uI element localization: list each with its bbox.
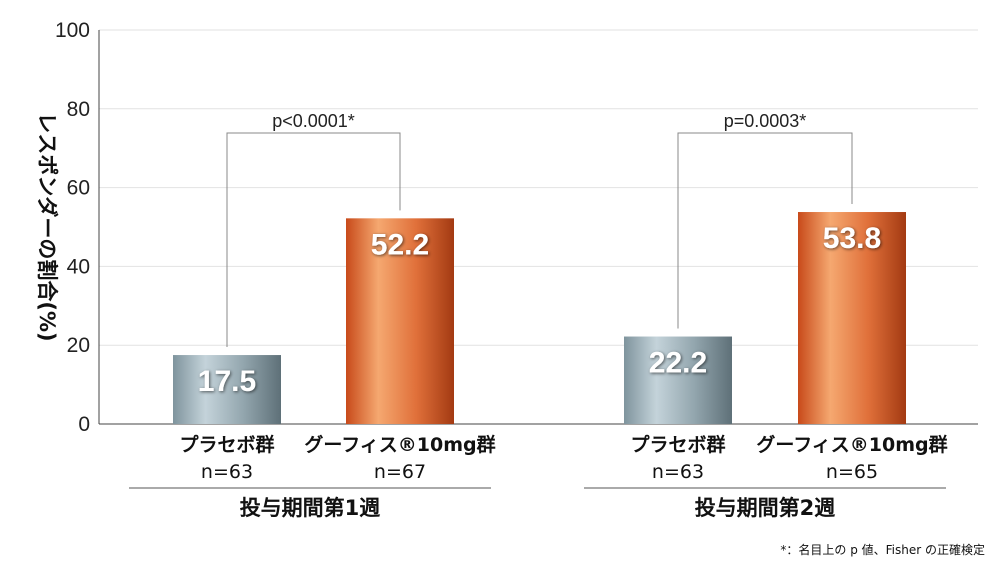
sample-size-label: n=65 [826,461,878,483]
bar-value-label: 17.5 [198,365,256,398]
sample-size-label: n=63 [652,461,704,483]
category-label: プラセボ群 [630,433,725,456]
bars [173,212,906,424]
labels: 0 20 40 60 80 100 レスポンダーの割合(%) 17.5 プラセボ群 n=63 52.… [35,19,985,557]
significance-bracket [226,132,401,348]
category-label: グーフィス®10mg群 [304,433,495,456]
category-label: グーフィス®10mg群 [756,433,947,456]
bar-placebo [624,336,732,424]
y-tick-label: 0 [78,413,90,436]
y-tick-label: 20 [67,334,90,357]
group-label: 投与期間第1週 [240,496,381,520]
y-axis-title: レスポンダーの割合(%) [35,112,59,341]
group-label: 投与期間第2週 [695,496,836,520]
bar-value-label: 53.8 [823,222,881,255]
y-tick-label: 100 [55,19,90,42]
significance-bracket [677,132,853,329]
bar-placebo [173,355,281,424]
bar-drug [798,212,906,424]
category-label: プラセボ群 [179,433,274,456]
footnote: *：名目上の p 値、Fisher の正確検定 [780,542,985,557]
p-value-label: p<0.0001* [272,111,355,131]
bar-drug [346,218,454,424]
bar-value-label: 52.2 [371,228,429,261]
p-value-label: p=0.0003* [724,111,807,131]
sample-size-label: n=67 [374,461,426,483]
y-tick-label: 60 [67,177,90,200]
y-tick-label: 80 [67,98,90,121]
bar-value-label: 22.2 [649,347,707,380]
sample-size-label: n=63 [201,461,253,483]
y-tick-label: 40 [67,255,90,278]
